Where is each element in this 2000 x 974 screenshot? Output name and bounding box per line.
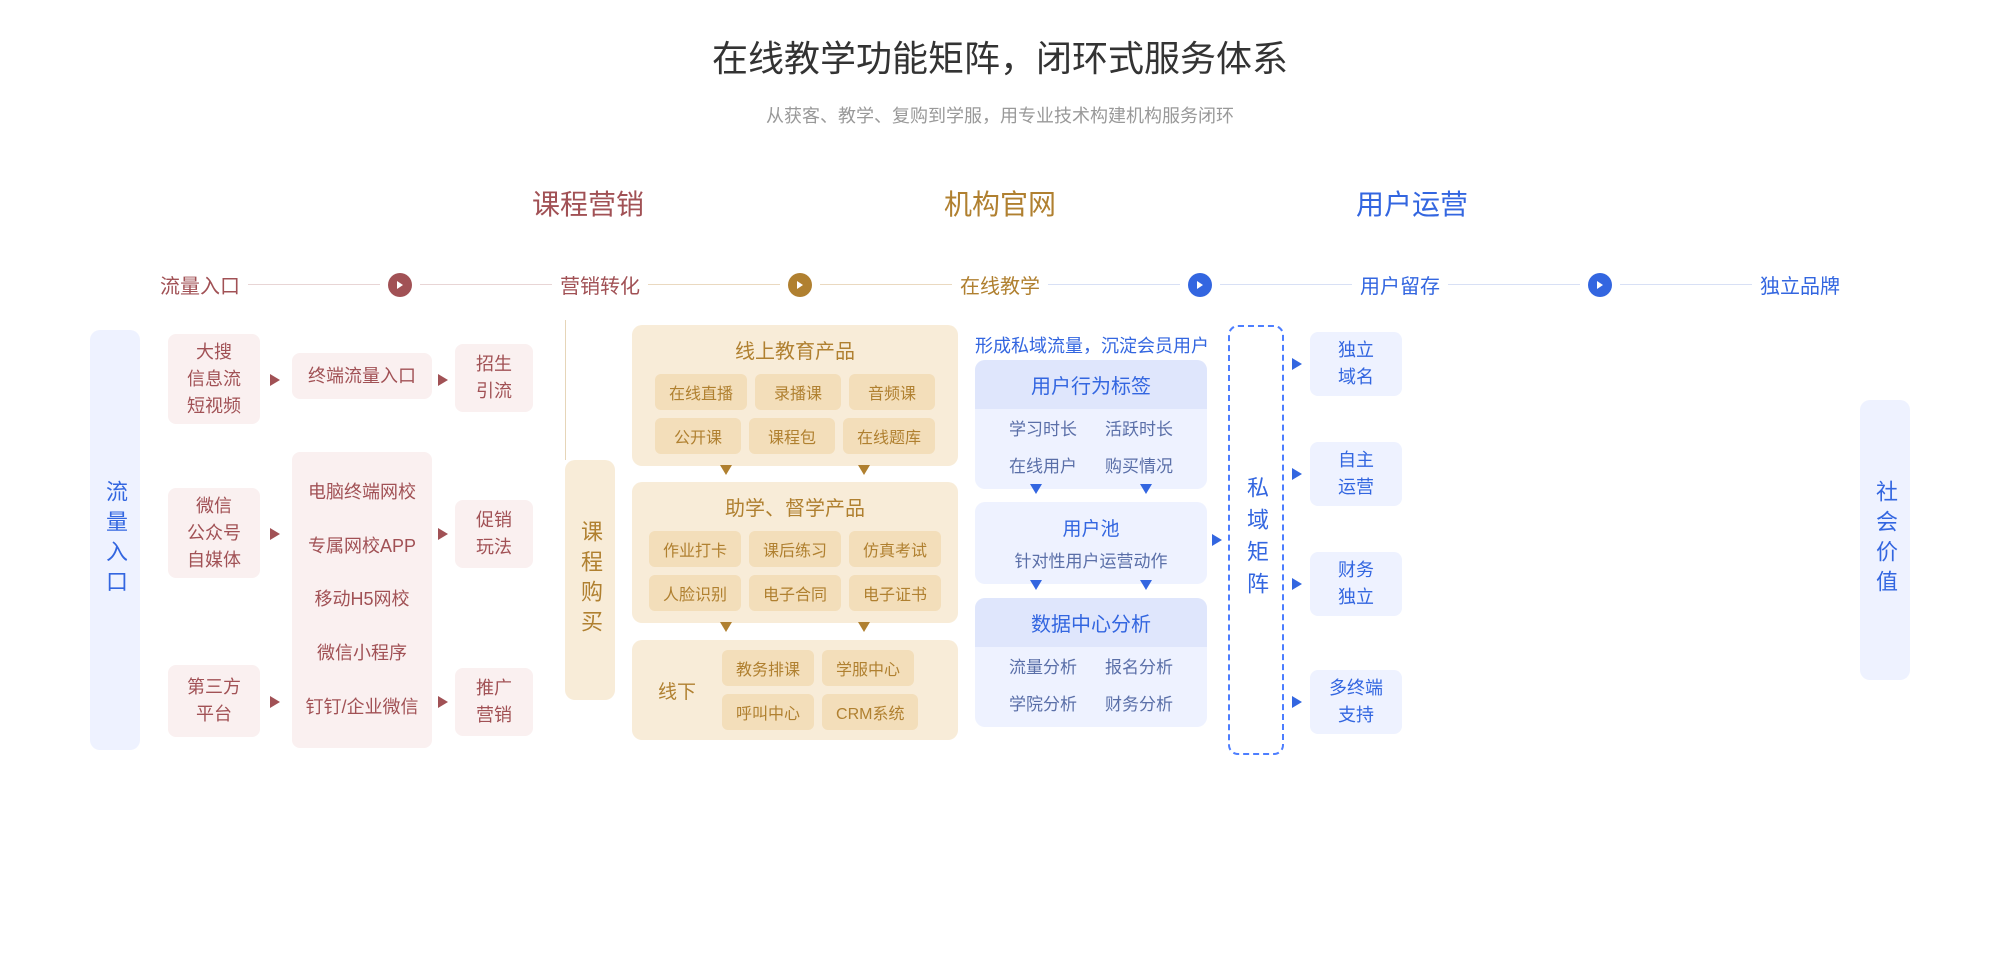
arrow-down-icon [720, 622, 732, 632]
item-purchase: 购买情况 [1093, 452, 1185, 477]
item-college-analysis: 学院分析 [997, 690, 1089, 715]
box-enroll: 招生 引流 [455, 344, 533, 412]
card-title: 用户行为标签 [975, 360, 1207, 409]
chip-recorded: 录播课 [755, 374, 841, 410]
chip-call: 呼叫中心 [722, 694, 814, 730]
item-studytime: 学习时长 [997, 415, 1089, 440]
chip-face: 人脸识别 [649, 575, 741, 611]
stage-conversion: 营销转化 [560, 270, 640, 299]
card-online-products: 线上教育产品 在线直播 录播课 音频课 公开课 课程包 在线题库 [632, 325, 958, 466]
section-headers: 课程营销 机构官网 用户运营 [0, 183, 2000, 223]
item-onlineuser: 在线用户 [997, 452, 1089, 477]
item-finance-analysis: 财务分析 [1093, 690, 1185, 715]
pillar-purchase: 课程购买 [565, 460, 615, 700]
arrow-down-icon [1140, 484, 1152, 494]
pillar-traffic: 流量入口 [90, 330, 140, 750]
blue-caption: 形成私域流量，沉淀会员用户 [975, 332, 1209, 358]
box-promo: 促销 玩法 [455, 500, 533, 568]
arrow-down-icon [858, 622, 870, 632]
section-website: 机构官网 [944, 183, 1056, 223]
card-sub: 针对性用户运营动作 [975, 547, 1207, 572]
play-icon [388, 273, 412, 297]
box-multiterm: 多终端 支持 [1310, 670, 1402, 734]
card-title: 线上教育产品 [632, 325, 958, 374]
item-app: 专属网校APP [308, 533, 416, 560]
chip-cert: 电子证书 [849, 575, 941, 611]
arrow-down-icon [1030, 580, 1042, 590]
card-title: 数据中心分析 [975, 598, 1207, 647]
card-title: 用户池 [975, 514, 1207, 541]
box-terminal-entry: 终端流量入口 [292, 353, 432, 399]
arrow-icon [1292, 696, 1302, 708]
box-spread: 推广 营销 [455, 668, 533, 736]
arrow-icon [1292, 468, 1302, 480]
arrow-icon [270, 374, 280, 386]
item-h5: 移动H5网校 [314, 586, 409, 613]
play-icon [788, 273, 812, 297]
chip-service: 学服中心 [822, 650, 914, 686]
arrow-down-icon [858, 465, 870, 475]
card-analytics: 数据中心分析 流量分析 报名分析 学院分析 财务分析 [975, 598, 1207, 727]
arrow-icon [1292, 358, 1302, 370]
box-dasou: 大搜 信息流 短视频 [168, 334, 260, 424]
item-miniprogram: 微信小程序 [317, 640, 407, 667]
arrow-icon [438, 528, 448, 540]
pillar-matrix: 私域矩阵 [1228, 325, 1284, 755]
chip-crm: CRM系统 [822, 694, 918, 730]
arrow-down-icon [1030, 484, 1042, 494]
box-domain: 独立 域名 [1310, 332, 1402, 396]
arrow-down-icon [1140, 580, 1152, 590]
box-thirdparty: 第三方 平台 [168, 665, 260, 737]
arrow-icon [270, 696, 280, 708]
box-finance: 财务 独立 [1310, 552, 1402, 616]
arrow-icon [438, 374, 448, 386]
pillar-value: 社会价值 [1860, 400, 1910, 680]
box-selfop: 自主 运营 [1310, 442, 1402, 506]
card-study-products: 助学、督学产品 作业打卡 课后练习 仿真考试 人脸识别 电子合同 电子证书 [632, 482, 958, 623]
chip-exam: 仿真考试 [849, 531, 941, 567]
item-pc: 电脑终端网校 [308, 479, 416, 506]
item-traffic-analysis: 流量分析 [997, 653, 1089, 678]
chip-schedule: 教务排课 [722, 650, 814, 686]
chip-practice: 课后练习 [749, 531, 841, 567]
stage-row: 流量入口 营销转化 在线教学 用户留存 独立品牌 [90, 270, 1910, 299]
arrow-icon [1212, 534, 1222, 546]
chip-qbank: 在线题库 [843, 418, 935, 454]
item-signup-analysis: 报名分析 [1093, 653, 1185, 678]
chip-package: 课程包 [749, 418, 835, 454]
card-title: 助学、督学产品 [632, 482, 958, 531]
chip-contract: 电子合同 [749, 575, 841, 611]
card-offline: 线下 教务排课 学服中心 呼叫中心 CRM系统 [632, 640, 958, 740]
chip-homework: 作业打卡 [649, 531, 741, 567]
play-icon [1588, 273, 1612, 297]
arrow-down-icon [720, 465, 732, 475]
stage-traffic: 流量入口 [160, 270, 240, 299]
stage-brand: 独立品牌 [1760, 270, 1840, 299]
item-dingtalk: 钉钉/企业微信 [305, 694, 418, 721]
section-marketing: 课程营销 [532, 183, 644, 223]
page-subtitle: 从获客、教学、复购到学服，用专业技术构建机构服务闭环 [0, 102, 2000, 128]
page-title: 在线教学功能矩阵，闭环式服务体系 [0, 0, 2000, 82]
box-wechat: 微信 公众号 自媒体 [168, 488, 260, 578]
chip-live: 在线直播 [655, 374, 747, 410]
card-behavior: 用户行为标签 学习时长 活跃时长 在线用户 购买情况 [975, 360, 1207, 489]
stage-teaching: 在线教学 [960, 270, 1040, 299]
item-activetime: 活跃时长 [1093, 415, 1185, 440]
arrow-icon [1292, 578, 1302, 590]
card-userpool: 用户池 针对性用户运营动作 [975, 502, 1207, 584]
stage-retention: 用户留存 [1360, 270, 1440, 299]
connector-line [565, 320, 566, 460]
box-terminals: 电脑终端网校 专属网校APP 移动H5网校 微信小程序 钉钉/企业微信 [292, 452, 432, 748]
offline-label: 线下 [632, 677, 722, 704]
chip-audio: 音频课 [849, 374, 935, 410]
arrow-icon [270, 528, 280, 540]
chip-open: 公开课 [655, 418, 741, 454]
arrow-icon [438, 696, 448, 708]
play-icon [1188, 273, 1212, 297]
section-operations: 用户运营 [1356, 183, 1468, 223]
